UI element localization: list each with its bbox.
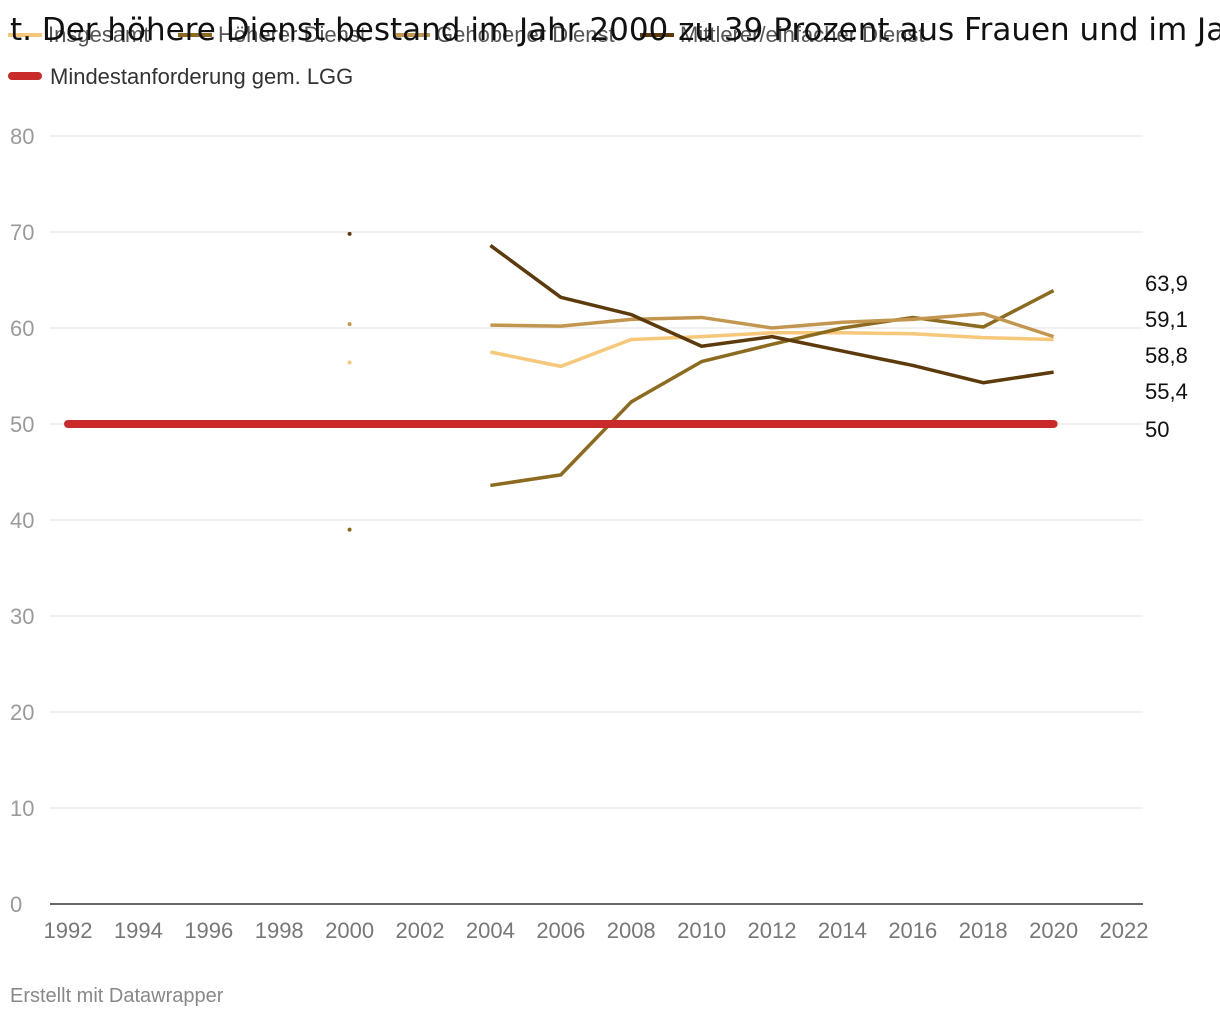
x-tick-label: 1996 (184, 918, 233, 943)
y-tick-label: 50 (10, 412, 34, 437)
x-tick-label: 2014 (818, 918, 867, 943)
legend-label: Insgesamt (48, 22, 150, 47)
end-label: 59,1 (1145, 307, 1188, 332)
data-point (347, 360, 352, 365)
y-tick-label: 10 (10, 796, 34, 821)
x-tick-label: 2006 (536, 918, 585, 943)
end-label: 63,9 (1145, 271, 1188, 296)
x-tick-label: 2012 (748, 918, 797, 943)
end-label: 55,4 (1145, 379, 1188, 404)
data-point (347, 322, 352, 327)
x-tick-label: 2008 (607, 918, 656, 943)
legend-label: Höherer Dienst (218, 22, 366, 47)
y-tick-label: 60 (10, 316, 34, 341)
x-tick-label: 2020 (1029, 918, 1078, 943)
y-tick-label: 20 (10, 700, 34, 725)
y-axis: 0 10 20 30 40 50 60 70 80 (10, 124, 34, 917)
y-tick-label: 80 (10, 124, 34, 149)
data-point (347, 231, 352, 236)
series-line (490, 331, 1054, 369)
x-axis: 1992 1994 1996 1998 2000 2002 2004 2006 2008 2010… (44, 918, 1149, 943)
x-tick-label: 2016 (888, 918, 937, 943)
legend: Insgesamt Höherer Dienst Gehobener Dienst M… (8, 22, 925, 89)
x-tick-label: 1992 (44, 918, 93, 943)
series-group (64, 231, 1058, 532)
x-tick-label: 2004 (466, 918, 515, 943)
x-tick-label: 1998 (255, 918, 304, 943)
chart-title-overlay: t. Der höhere Dienst bestand im Jahr 200… (10, 12, 1220, 48)
credit-text: Erstellt mit Datawrapper (10, 985, 224, 1007)
x-tick-label: 2022 (1100, 918, 1149, 943)
end-label: 58,8 (1145, 343, 1188, 368)
x-tick-label: 1994 (114, 918, 163, 943)
legend-label: Mindestanforderung gem. LGG (50, 64, 353, 89)
legend-label: Gehobener Dienst (436, 22, 615, 47)
series-line (490, 311, 1055, 339)
end-labels: 58,8 63,9 59,1 55,4 50 (1145, 271, 1188, 442)
y-tick-label: 70 (10, 220, 34, 245)
y-tick-label: 40 (10, 508, 34, 533)
end-label: 50 (1145, 417, 1169, 442)
x-tick-label: 2018 (959, 918, 1008, 943)
legend-label: Mittlerer/einfacher Dienst (680, 22, 925, 47)
data-point (347, 527, 352, 532)
x-tick-label: 2002 (396, 918, 445, 943)
x-tick-label: 2010 (677, 918, 726, 943)
y-tick-label: 0 (10, 892, 22, 917)
y-tick-label: 30 (10, 604, 34, 629)
series-line (489, 244, 1054, 385)
series-line (490, 289, 1055, 488)
grid (50, 135, 1143, 905)
x-tick-label: 2000 (325, 918, 374, 943)
